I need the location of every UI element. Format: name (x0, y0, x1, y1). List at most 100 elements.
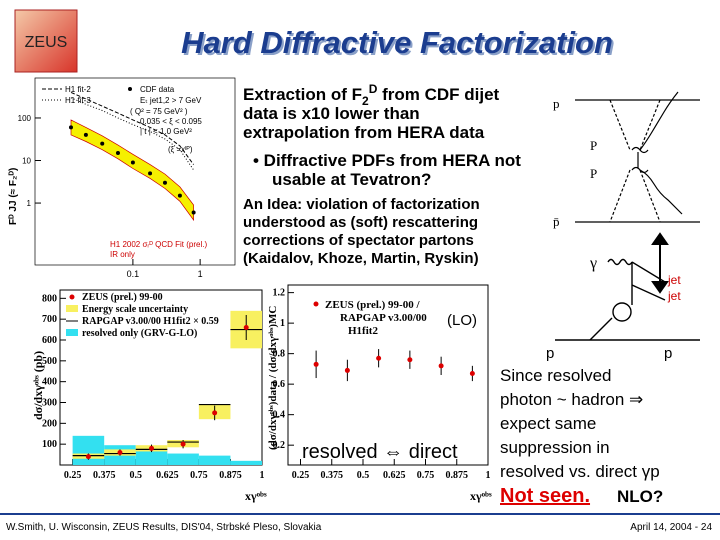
text4: Since resolved (500, 366, 612, 385)
plot1 (34, 77, 236, 266)
x-tick-label: 0.875 (219, 470, 242, 481)
x-tick-label: 0.375 (321, 470, 344, 481)
legend-swatch (66, 329, 78, 336)
diagram1 (575, 91, 700, 223)
cdf-point (115, 151, 120, 156)
cut: 0.035 < ξ < 0.095 (140, 117, 202, 126)
fit-line (70, 97, 195, 171)
legend-marker (69, 294, 75, 300)
diagram-label: P (590, 138, 597, 153)
x-tick-label: 0.625 (383, 470, 406, 481)
legend-marker (128, 87, 132, 91)
title-shadow: Hard Diffractive Factorization (183, 27, 615, 62)
text4: suppression in (500, 438, 610, 457)
text3: understood as (soft) rescattering (243, 214, 478, 231)
y-tick-label: 800 (42, 293, 57, 304)
y-tick-label: 100 (18, 114, 32, 123)
plot2-ylabel: dσ/dxγᵒᵇˢ (pb) (31, 351, 45, 420)
diagram-label: p (664, 345, 672, 362)
legend: IR only (110, 250, 135, 259)
x-tick-label: 1 (260, 470, 265, 481)
resolved-bar (72, 435, 105, 465)
diagram-label: jet (667, 273, 681, 287)
cut: | t | < 1.0 GeV² (140, 127, 192, 136)
text4: expect same (500, 414, 596, 433)
x-tick-label: 0.375 (93, 470, 116, 481)
cdf-point (83, 132, 88, 137)
text4: resolved vs. direct γp (500, 462, 660, 481)
legend: H1 fit-2 (65, 85, 91, 94)
x-tick-label: 0.75 (190, 470, 208, 481)
t: 2 (362, 94, 369, 108)
legend: ZEUS (prel.) 99-00 / (325, 299, 420, 311)
plot3-ylabel: (dσ/dxγᵒᵇˢ)data / (dσ/dxγᵒᵇˢ)MC (267, 306, 279, 450)
cdf-point (148, 171, 153, 176)
y-tick-label: 0.8 (273, 349, 286, 360)
t: from CDF dijet (377, 85, 499, 104)
text3: (Kaidalov, Khoze, Martin, Ryskin) (243, 250, 479, 267)
x-tick-label: 0.1 (127, 269, 140, 279)
label-bg (298, 436, 486, 460)
plot1-frame (34, 77, 236, 266)
diagram-label: P (590, 166, 597, 181)
x-tick-label: 1 (198, 269, 203, 279)
cdf-point (68, 125, 73, 130)
lo: (LO) (447, 312, 477, 329)
footer-right: April 14, 2004 - 24 (630, 522, 712, 533)
data-point (407, 357, 413, 363)
data-point (344, 367, 350, 373)
x-tick-label: 0.625 (156, 470, 179, 481)
y-tick-label: 400 (42, 377, 57, 388)
legend: CDF data (140, 85, 175, 94)
cdf-point (130, 160, 135, 165)
plot3 (287, 284, 489, 466)
y-tick-label: 10 (22, 157, 31, 166)
x-tick-label: 0.75 (417, 470, 435, 481)
legend: H1 fit-3 (65, 96, 91, 105)
diagram-label: p (553, 96, 560, 111)
data-point (149, 445, 155, 451)
legend: H1 2002 σᵣᴰ QCD Fit (prel.) (110, 240, 207, 249)
plot3-frame (287, 284, 489, 466)
text1: Extraction of F2D from CDF dijet (243, 82, 500, 108)
data-point (469, 370, 475, 376)
t: Extraction of F (243, 85, 362, 104)
note: (ξ =xᴵᴾ) (168, 145, 193, 154)
cdf-point (191, 210, 196, 215)
legend: H1fit2 (348, 325, 378, 337)
cdf-point (177, 193, 182, 198)
legend: RAPGAP v3.00/00 (340, 312, 427, 324)
data-point (180, 441, 186, 447)
x-tick-label: 0.5 (357, 470, 370, 481)
title: Hard Diffractive Factorization (181, 25, 613, 60)
resolved-direct: resolved ⇔ direct (302, 441, 458, 463)
double-arrow (651, 232, 669, 294)
text1: data is x10 lower than (243, 104, 420, 123)
plot2-xlabel: xγᵒᵇˢ (245, 489, 267, 503)
x-tick-label: 0.875 (446, 470, 469, 481)
fit-line (70, 91, 195, 165)
y-tick-label: 500 (42, 356, 57, 367)
t: D (369, 82, 378, 96)
cut: Eₜ jet1,2 > 7 GeV (140, 96, 202, 105)
text4: photon ~ hadron ⇒ (500, 390, 643, 409)
text1: extrapolation from HERA data (243, 123, 485, 142)
text2: usable at Tevatron? (272, 170, 431, 189)
data-point (117, 450, 123, 455)
data-point (438, 363, 444, 369)
legend-swatch (66, 305, 78, 312)
plot3-xlabel: xγᵒᵇˢ (470, 489, 492, 503)
data-point (243, 325, 249, 330)
y-tick-label: 0.4 (273, 410, 286, 421)
diagram-label: p (546, 345, 554, 362)
cut: ( Q² = 75 GeV² ) (130, 107, 188, 116)
y-tick-label: 700 (42, 314, 57, 325)
x-tick-label: 0.25 (292, 470, 310, 481)
legend: ZEUS (prel.) 99-00 (82, 292, 163, 303)
not-seen: Not seen. (500, 485, 590, 507)
cdf-point (100, 141, 105, 146)
resolved-bar (230, 460, 262, 465)
data-point (85, 454, 91, 460)
